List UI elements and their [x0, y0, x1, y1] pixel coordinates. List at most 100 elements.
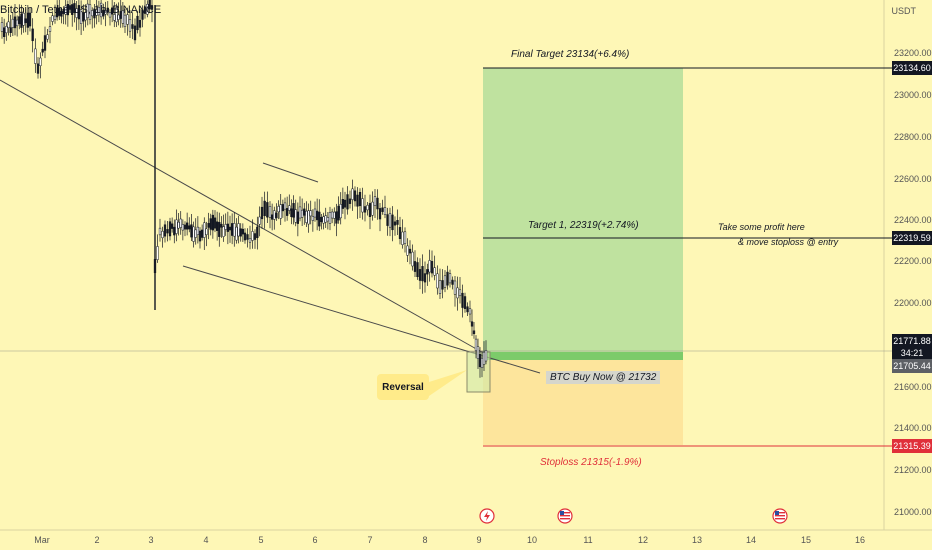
candle-body: [441, 280, 444, 290]
lightning-icon[interactable]: [479, 508, 495, 524]
candle-body: [248, 238, 252, 243]
candle-body: [222, 226, 225, 237]
candle-body: [273, 210, 276, 220]
candle-body: [266, 202, 269, 218]
candle-body: [51, 15, 54, 22]
upper-trendline[interactable]: [0, 79, 488, 356]
candle-body: [406, 245, 409, 256]
candle-body: [173, 226, 176, 236]
candle-body: [470, 321, 474, 327]
candle-body: [7, 21, 10, 28]
candle-body: [205, 228, 208, 235]
candle-body: [256, 226, 259, 238]
candle-body: [48, 26, 52, 32]
candle-body: [303, 208, 306, 216]
candle-body: [15, 19, 19, 27]
candle-body: [373, 196, 377, 206]
candle-body: [163, 224, 167, 237]
candle-body: [246, 234, 249, 240]
candle-body: [41, 48, 44, 53]
candle-body: [177, 221, 180, 229]
candle-body: [224, 224, 227, 230]
candle-body: [68, 5, 72, 10]
candle-body: [79, 9, 83, 24]
candle-body: [436, 273, 439, 289]
candle-body: [46, 34, 49, 40]
candlesticks: [0, 0, 488, 378]
time-tick: 7: [367, 535, 372, 545]
candle-body: [277, 206, 280, 213]
time-tick: 5: [258, 535, 263, 545]
candle-body: [93, 8, 96, 19]
candle-body: [82, 12, 85, 22]
candle-body: [218, 222, 221, 237]
candle-body: [211, 214, 215, 231]
candle-body: [26, 12, 30, 28]
candle-body: [102, 9, 105, 17]
candle-body: [300, 209, 304, 218]
candle-body: [275, 212, 278, 219]
candle-body: [298, 206, 302, 219]
candle-body: [285, 208, 289, 216]
candle-body: [126, 14, 129, 25]
candle-body: [330, 211, 334, 219]
candle-body: [438, 280, 442, 294]
candle-body: [158, 227, 162, 236]
price-tick: 21200.00: [894, 465, 932, 475]
candle-body: [233, 223, 236, 237]
candle-body: [292, 203, 295, 218]
candle-body: [309, 210, 312, 217]
candle-body: [288, 205, 291, 211]
us-flag-icon[interactable]: [557, 508, 573, 524]
candle-body: [322, 216, 325, 224]
candle-body: [86, 3, 89, 18]
candle-body: [99, 2, 103, 18]
us-flag-icon[interactable]: [772, 508, 788, 524]
candle-body: [13, 16, 17, 29]
candle-body: [28, 12, 32, 27]
candle-body: [290, 208, 293, 218]
candle-body: [423, 273, 427, 283]
profit-zone: [483, 68, 683, 352]
candle-body: [482, 351, 486, 365]
candle-body: [258, 216, 261, 225]
candle-body: [110, 7, 114, 15]
candle-body: [128, 19, 132, 32]
candle-body: [456, 287, 459, 299]
candle-body: [386, 214, 389, 226]
candle-body: [243, 232, 247, 241]
candle-body: [104, 10, 107, 15]
candle-body: [305, 210, 308, 223]
candle-body: [381, 207, 384, 212]
candle-body: [88, 4, 92, 20]
candle-body: [200, 229, 204, 238]
candle-body: [320, 216, 323, 222]
time-tick: 13: [692, 535, 702, 545]
candle-body: [458, 289, 462, 297]
time-tick: 4: [203, 535, 208, 545]
candle-body: [428, 260, 431, 273]
upper-channel-line[interactable]: [262, 162, 319, 183]
reversal-callout-pointer: [429, 370, 467, 396]
candle-body: [281, 204, 285, 212]
candle-body: [66, 4, 70, 16]
price-tick: 21000.00: [894, 507, 932, 517]
candle-body: [198, 230, 202, 242]
candle-body: [335, 211, 338, 224]
candle-body: [337, 205, 340, 221]
time-tick: 8: [422, 535, 427, 545]
candle-body: [260, 206, 264, 220]
candle-body: [121, 10, 125, 24]
candle-body: [156, 246, 159, 260]
time-tick: 6: [312, 535, 317, 545]
candle-body: [251, 231, 254, 241]
candle-body: [398, 227, 402, 239]
candle-body: [453, 280, 457, 295]
candle-body: [401, 231, 404, 245]
candle-body: [466, 306, 469, 313]
candle-body: [34, 48, 37, 64]
time-tick: 16: [855, 535, 865, 545]
candle-body: [418, 269, 422, 281]
candle-body: [283, 202, 287, 210]
